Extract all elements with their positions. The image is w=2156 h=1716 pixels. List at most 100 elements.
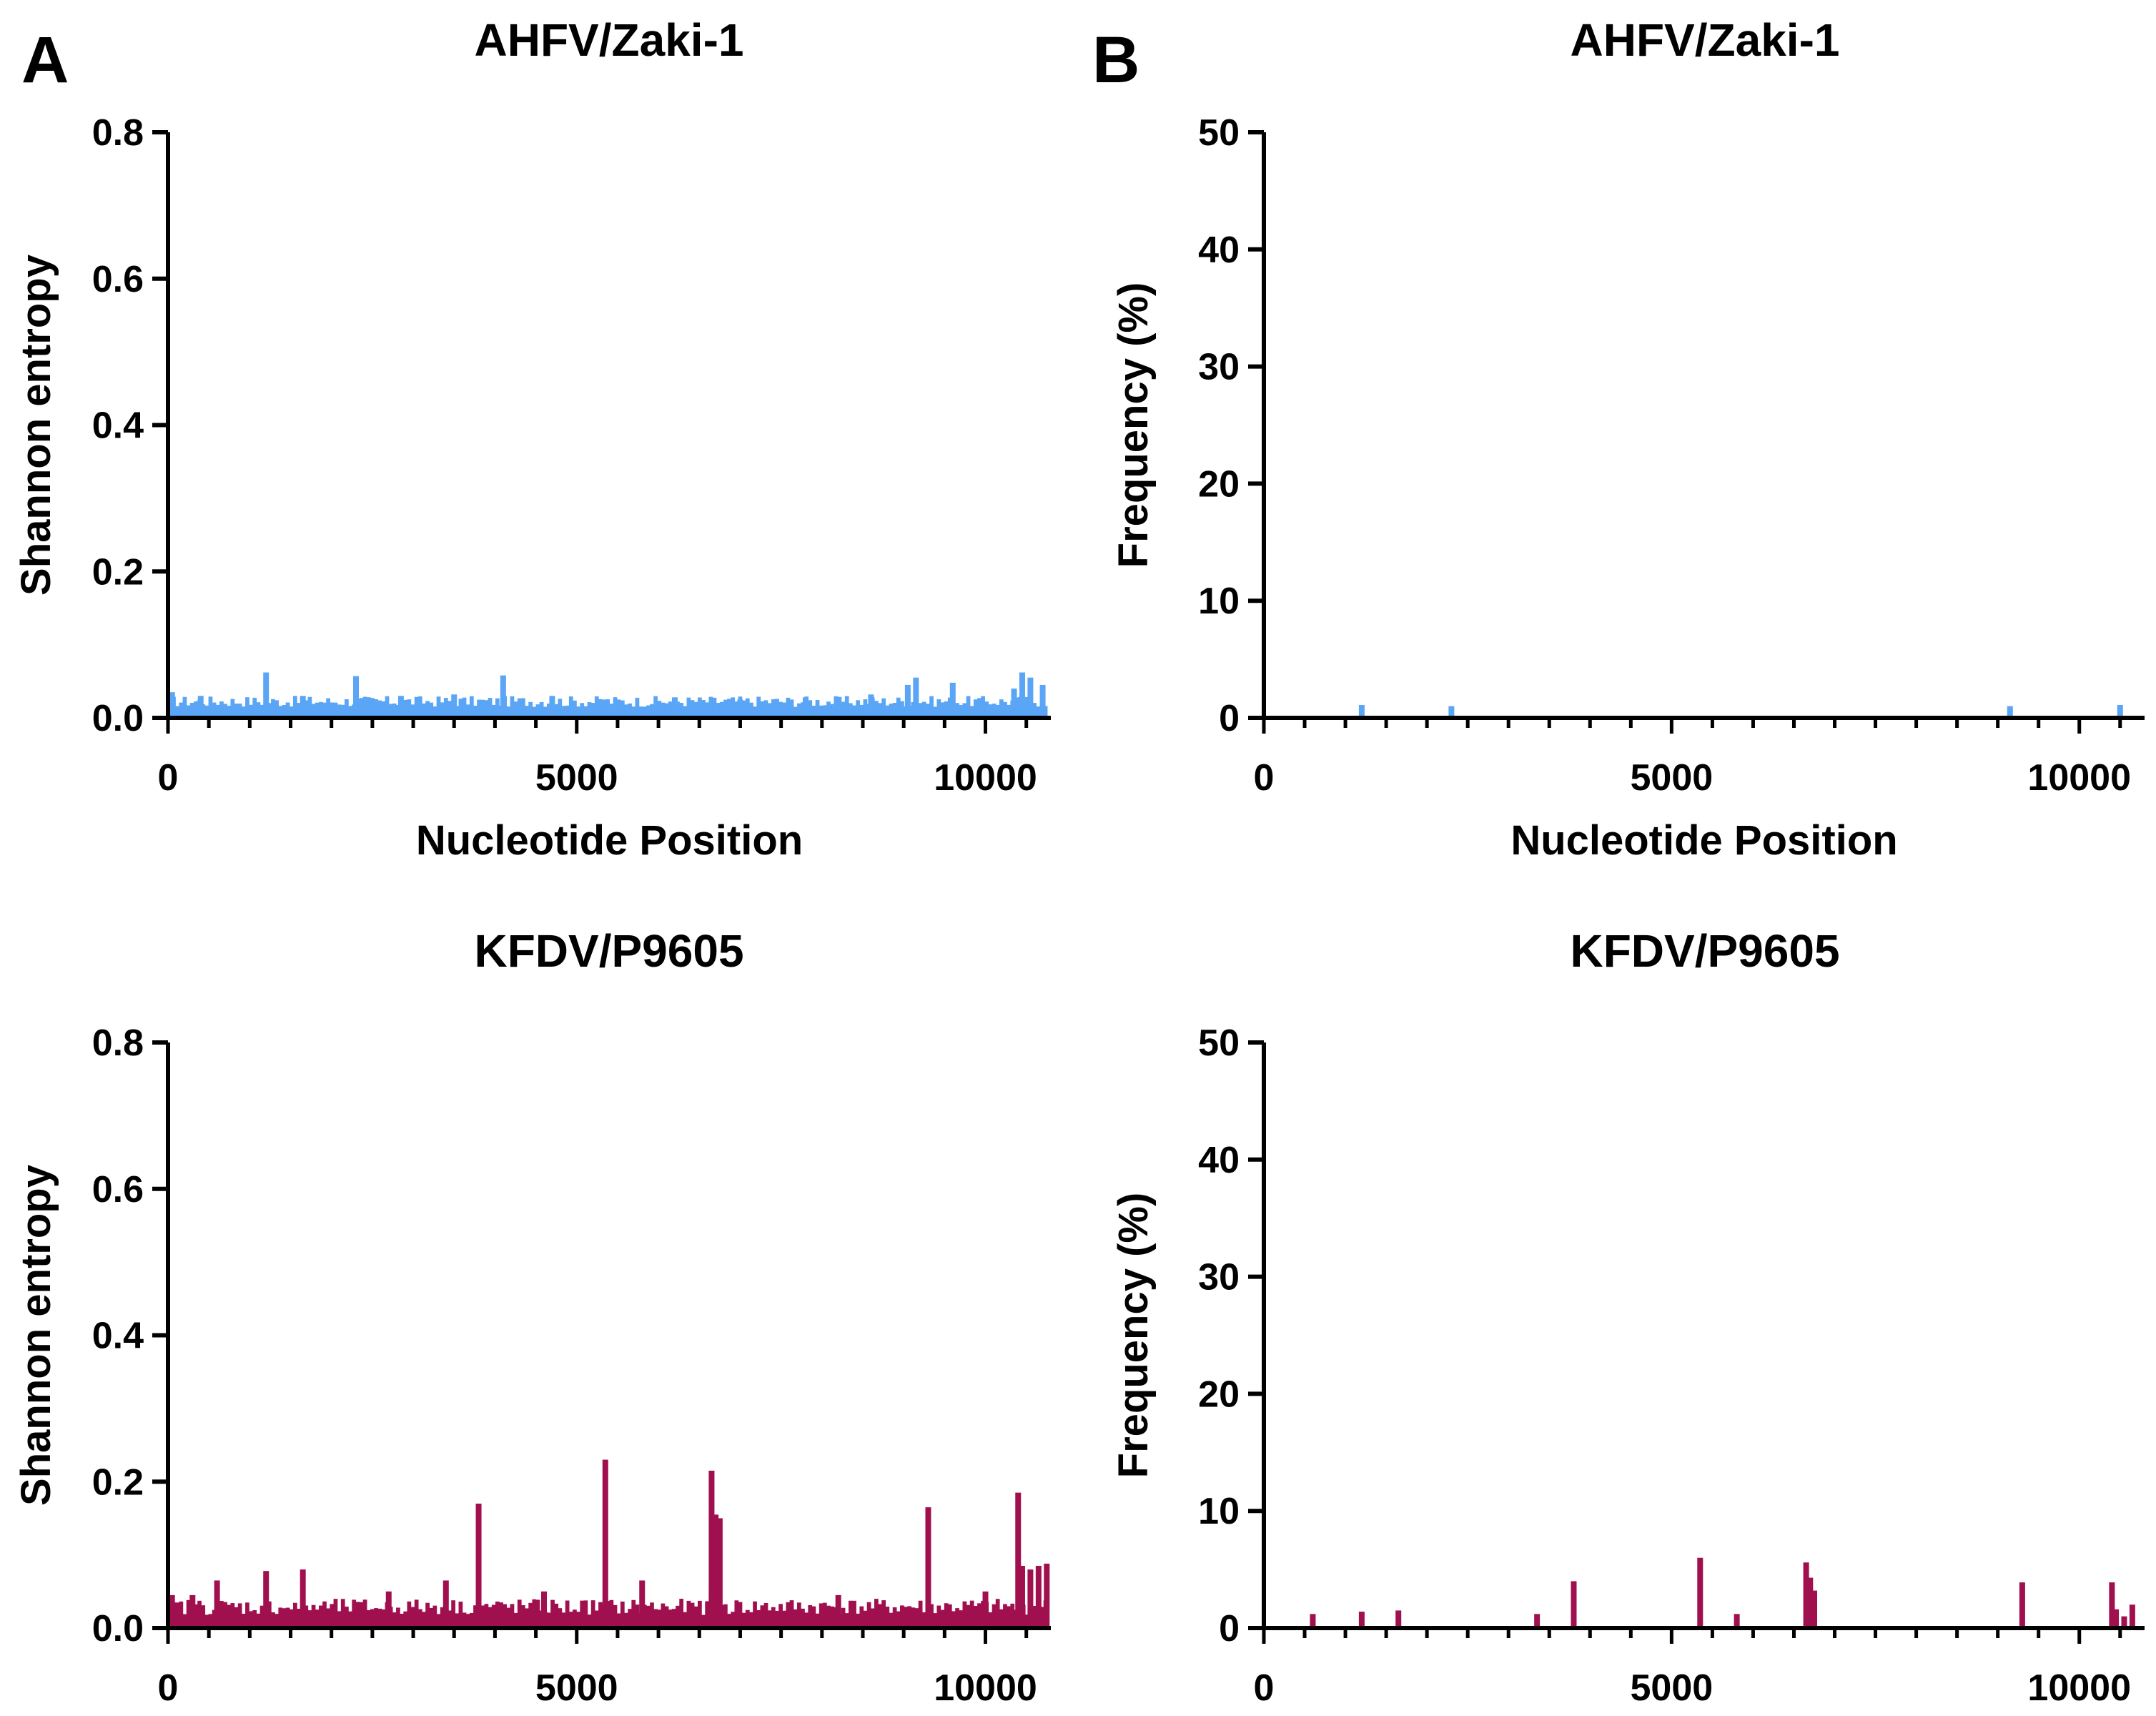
- ahfv-entropy-baseline-bar: [616, 699, 621, 718]
- kfdv-entropy-baseline-bar: [568, 1612, 573, 1628]
- ahfv-entropy-baseline-bar: [664, 703, 669, 718]
- kfdv-entropy-bar: [1015, 1492, 1022, 1628]
- kfdv-frequency-xtick-label: 5000: [1631, 1667, 1714, 1709]
- kfdv-entropy-baseline-bar: [686, 1600, 691, 1628]
- kfdv-frequency-bar: [1697, 1557, 1703, 1628]
- kfdv-entropy-bar: [1035, 1565, 1042, 1628]
- kfdv-entropy-bar: [982, 1591, 989, 1628]
- ahfv-entropy-baseline-bar: [848, 703, 853, 718]
- ahfv-entropy-baseline-bar: [852, 705, 856, 718]
- kfdv-entropy-baseline-bar: [616, 1613, 621, 1628]
- kfdv-entropy-baseline-bar: [370, 1609, 375, 1628]
- ahfv-entropy-baseline-bar: [370, 698, 375, 718]
- kfdv-entropy-baseline-bar: [348, 1611, 352, 1628]
- ahfv-entropy-baseline-bar: [977, 698, 981, 718]
- ahfv-entropy-bar: [737, 699, 743, 718]
- ahfv-entropy-baseline-bar: [318, 701, 323, 718]
- kfdv-entropy-bar: [925, 1507, 931, 1628]
- kfdv-frequency-ytick-label: 0: [1219, 1608, 1240, 1650]
- ahfv-entropy-baseline-bar: [988, 704, 993, 718]
- ahfv-entropy-baseline-bar: [999, 699, 1004, 718]
- kfdv-entropy-baseline-bar: [885, 1606, 890, 1628]
- kfdv-frequency-bar: [1310, 1614, 1316, 1628]
- ahfv-entropy-baseline-bar: [322, 702, 327, 718]
- ahfv-entropy-bar: [949, 682, 956, 718]
- ahfv-entropy-bar: [1039, 684, 1046, 718]
- ahfv-entropy-baseline-bar: [863, 699, 868, 718]
- kfdv-entropy-baseline-bar: [992, 1604, 997, 1628]
- kfdv-frequency-bar: [1734, 1614, 1740, 1628]
- kfdv-entropy-baseline-bar: [679, 1599, 684, 1628]
- kfdv-entropy-bar: [708, 1470, 715, 1628]
- kfdv-entropy-baseline-bar: [999, 1609, 1004, 1628]
- kfdv-entropy-baseline-bar: [307, 1610, 312, 1628]
- kfdv-entropy-ytick-label: 0.0: [92, 1608, 144, 1650]
- ahfv-entropy-baseline-bar: [698, 697, 702, 718]
- kfdv-entropy-baseline-bar: [259, 1605, 264, 1628]
- ahfv-entropy-baseline-bar: [425, 701, 430, 718]
- kfdv-entropy-baseline-bar: [852, 1600, 856, 1628]
- kfdv-frequency-ylabel: Frequency (%): [1110, 1193, 1157, 1479]
- ahfv-frequency-title: AHFV/Zaki-1: [1571, 14, 1840, 66]
- kfdv-frequency-ytick-label: 50: [1198, 1022, 1240, 1064]
- kfdv-entropy-baseline-bar: [896, 1611, 901, 1628]
- kfdv-entropy-baseline-bar: [778, 1604, 783, 1628]
- kfdv-entropy-ytick-label: 0.2: [92, 1461, 144, 1503]
- ahfv-entropy-baseline-bar: [234, 704, 239, 718]
- ahfv-entropy-baseline-bar: [333, 702, 338, 718]
- kfdv-entropy-baseline-bar: [407, 1601, 412, 1628]
- kfdv-entropy-baseline-bar: [1039, 1607, 1044, 1628]
- kfdv-entropy-baseline-bar: [698, 1600, 702, 1628]
- ahfv-entropy-baseline-bar: [337, 704, 342, 718]
- kfdv-entropy-baseline-bar: [381, 1609, 386, 1628]
- kfdv-entropy-bar: [169, 1594, 175, 1628]
- ahfv-frequency-bar: [1358, 704, 1365, 718]
- ahfv-entropy-baseline-bar: [815, 700, 820, 718]
- ahfv-entropy-baseline-bar: [712, 697, 717, 718]
- kfdv-entropy-baseline-bar: [469, 1612, 474, 1628]
- kfdv-frequency-bar: [2121, 1616, 2127, 1628]
- ahfv-entropy-bar: [169, 692, 175, 718]
- kfdv-frequency-bar: [1803, 1562, 1809, 1628]
- ahfv-frequency-ytick-label: 10: [1198, 581, 1240, 622]
- kfdv-entropy-baseline-bar: [488, 1607, 493, 1628]
- ahfv-entropy-baseline-bar: [267, 703, 272, 718]
- kfdv-entropy-baseline-bar: [693, 1606, 698, 1628]
- ahfv-entropy-baseline-bar: [936, 699, 941, 718]
- kfdv-entropy-baseline-bar: [414, 1599, 419, 1628]
- ahfv-entropy-baseline-bar: [966, 696, 971, 718]
- ahfv-entropy-baseline-bar: [506, 706, 511, 718]
- ahfv-entropy-baseline-bar: [377, 700, 382, 718]
- kfdv-entropy-baseline-bar: [403, 1611, 408, 1628]
- ahfv-entropy-baseline-bar: [679, 702, 684, 718]
- kfdv-entropy-baseline-bar: [668, 1609, 673, 1628]
- ahfv-entropy-baseline-bar: [573, 700, 577, 718]
- kfdv-entropy-baseline-bar: [227, 1604, 232, 1628]
- kfdv-entropy-baseline-bar: [311, 1604, 316, 1628]
- kfdv-entropy-baseline-bar: [811, 1606, 816, 1628]
- kfdv-frequency-bar: [1395, 1610, 1402, 1628]
- ahfv-frequency-xtick-label: 0: [1254, 757, 1275, 799]
- kfdv-entropy-baseline-bar: [727, 1614, 731, 1628]
- ahfv-entropy-baseline-bar: [565, 705, 570, 718]
- ahfv-entropy-baseline-bar: [554, 704, 559, 718]
- ahfv-entropy-baseline-bar: [638, 706, 643, 718]
- ahfv-entropy-baseline-bar: [204, 705, 209, 718]
- ahfv-entropy-baseline-bar: [392, 703, 397, 718]
- ahfv-entropy-baseline-bar: [650, 704, 654, 718]
- ahfv-entropy-xtick-label: 0: [158, 757, 179, 799]
- ahfv-entropy-baseline-bar: [315, 702, 320, 718]
- ahfv-entropy-baseline-bar: [881, 698, 886, 718]
- ahfv-entropy-baseline-bar: [620, 700, 625, 718]
- ahfv-entropy-bar: [913, 677, 919, 718]
- ahfv-entropy-bar: [1011, 689, 1017, 718]
- kfdv-entropy-baseline-bar: [197, 1600, 202, 1628]
- ahfv-entropy-baseline-bar: [763, 700, 768, 718]
- kfdv-entropy-baseline-bar: [801, 1608, 805, 1628]
- ahfv-entropy-baseline-bar: [297, 703, 301, 718]
- ahfv-entropy-baseline-bar: [668, 701, 673, 718]
- ahfv-entropy-bar: [1027, 677, 1034, 718]
- kfdv-entropy-baseline-bar: [653, 1609, 658, 1628]
- ahfv-entropy-baseline-bar: [249, 704, 253, 718]
- kfdv-entropy-baseline-bar: [756, 1609, 761, 1628]
